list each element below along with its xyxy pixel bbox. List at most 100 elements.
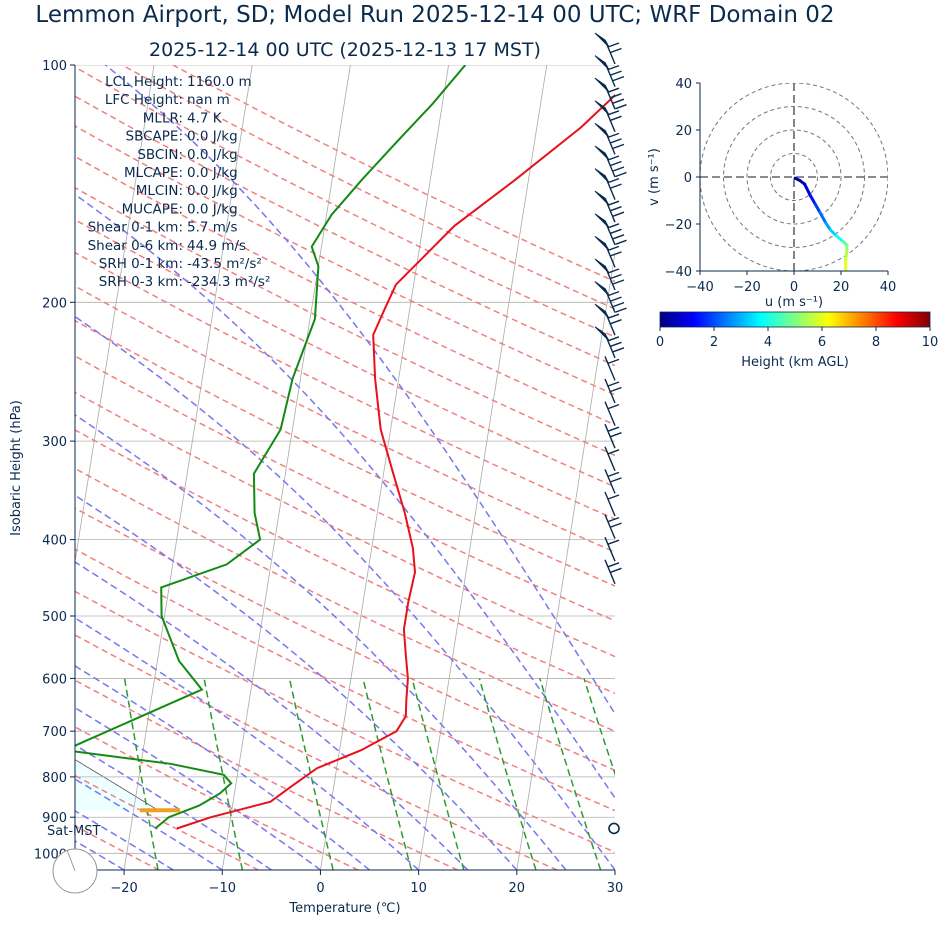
moist-adiabat (75, 665, 370, 870)
wind-barb (594, 77, 627, 110)
stat-value: 0.0 J/kg (187, 147, 238, 163)
y-tick-label: 300 (42, 435, 67, 450)
y-tick-label: 800 (42, 771, 67, 786)
hodograph-y-tick-label: −40 (665, 265, 692, 280)
hodograph-x-tick-label: 0 (790, 280, 798, 295)
moist-adiabat (75, 561, 469, 870)
dewpoint-profile (75, 65, 467, 830)
wind-barb (604, 423, 622, 449)
hodograph-x-tick-label: −20 (733, 280, 760, 295)
isotherm (123, 65, 253, 870)
moist-adiabat (75, 414, 567, 870)
stat-line: SBCAPE: (126, 129, 183, 145)
mixing-ratio-line (203, 678, 244, 870)
stat-value: -234.3 m²/s² (187, 274, 270, 290)
moist-adiabat (75, 744, 272, 870)
wind-barb (604, 491, 620, 517)
x-tick-label: −10 (209, 881, 236, 896)
colorbar-label: Height (km AGL) (741, 355, 849, 370)
stat-line: MUCAPE: (122, 201, 183, 217)
hodograph-segment (818, 210, 828, 225)
inset-compass (52, 848, 98, 894)
colorbar-strip (659, 311, 931, 328)
y-tick-label: 900 (42, 811, 67, 826)
stat-value: 0.0 J/kg (187, 183, 238, 199)
y-tick-label: 200 (42, 296, 67, 311)
y-tick-label: 600 (42, 672, 67, 687)
wind-barb (594, 235, 622, 268)
stat-line: SRH 0-3 km: (99, 274, 183, 290)
stat-line: MLLR: (143, 110, 183, 126)
height-colorbar: 0 2 4 6 8 10 Height (km AGL) (656, 311, 938, 370)
hodograph-y-tick-label: −20 (665, 218, 692, 233)
wind-barb (604, 536, 620, 562)
hodograph-y-label: v (m s⁻¹) (647, 148, 662, 206)
colorbar-tick-label: 2 (710, 335, 718, 350)
mixing-ratio-line (539, 678, 602, 870)
moist-adiabat (75, 193, 615, 800)
x-tick-label: 30 (607, 881, 624, 896)
colorbar-ticks: 0 2 4 6 8 10 (656, 327, 938, 350)
x-tick-label: −20 (110, 881, 137, 896)
isotherm (221, 65, 351, 870)
moist-adiabat (75, 315, 615, 870)
temperature-profile (176, 93, 615, 830)
wind-barb (594, 258, 625, 291)
isotherm (713, 65, 841, 870)
x-tick-label: 10 (410, 881, 427, 896)
y-tick-label: 100 (42, 59, 67, 74)
wind-barb (604, 401, 620, 426)
dry-adiabat (75, 467, 615, 733)
hodograph-x-tick-label: 40 (880, 280, 897, 295)
wind-barb (594, 145, 627, 178)
wind-barb (594, 281, 627, 313)
stat-line: LCL Height: (105, 74, 183, 90)
stat-value: 1160.0 m (187, 74, 252, 90)
hodograph-ring (746, 129, 842, 225)
wind-barb (594, 32, 622, 65)
dry-adiabat (75, 634, 558, 870)
x-axis-ticks: −20 −10 0 10 20 30 (110, 870, 623, 896)
dry-adiabat (75, 125, 615, 396)
stat-value: -43.5 m²/s² (187, 256, 262, 272)
colorbar-tick-label: 10 (922, 335, 938, 350)
moist-adiabat (75, 778, 223, 870)
dry-adiabat (75, 590, 615, 853)
hodograph-axes: −40 −20 0 20 40 −40 −20 0 20 40 (665, 77, 897, 295)
hodograph-ring (770, 153, 818, 201)
x-tick-label: 20 (509, 881, 526, 896)
stat-line: LFC Height: (105, 92, 183, 108)
wind-barb (604, 356, 620, 381)
dry-adiabat (172, 65, 615, 283)
wind-barb (594, 122, 625, 155)
hodograph-x-tick-label: −40 (686, 280, 713, 295)
moist-adiabat (105, 65, 615, 716)
wind-barb (604, 378, 622, 404)
mixing-ratio-line (478, 678, 537, 870)
mixing-ratio-line (362, 678, 413, 870)
hodograph: −40 −20 0 20 40 −40 −20 0 20 40 u (m s⁻¹) v (m s⁻… (647, 77, 896, 310)
hodograph-segment (834, 234, 845, 244)
isotherm (418, 65, 548, 870)
isotherms (75, 65, 841, 870)
dry-adiabat (75, 548, 615, 812)
hodograph-y-tick-label: 0 (684, 171, 692, 186)
wind-barb (604, 446, 620, 472)
wind-barb (594, 303, 622, 336)
wind-barb (594, 100, 622, 133)
moist-adiabats (75, 65, 615, 870)
colorbar-tick-label: 0 (656, 335, 664, 350)
colorbar-tick-label: 4 (764, 335, 772, 350)
isotherm (320, 65, 449, 870)
colorbar-tick-label: 8 (872, 335, 880, 350)
colorbar-tick-label: 6 (818, 335, 826, 350)
hodograph-y-tick-label: 20 (675, 124, 692, 139)
mixing-ratio-line (288, 678, 334, 870)
moist-adiabat (75, 617, 420, 870)
stat-value: 0.0 J/kg (187, 201, 238, 217)
stat-line: MLCIN: (136, 183, 183, 199)
hodograph-ring (723, 106, 865, 248)
